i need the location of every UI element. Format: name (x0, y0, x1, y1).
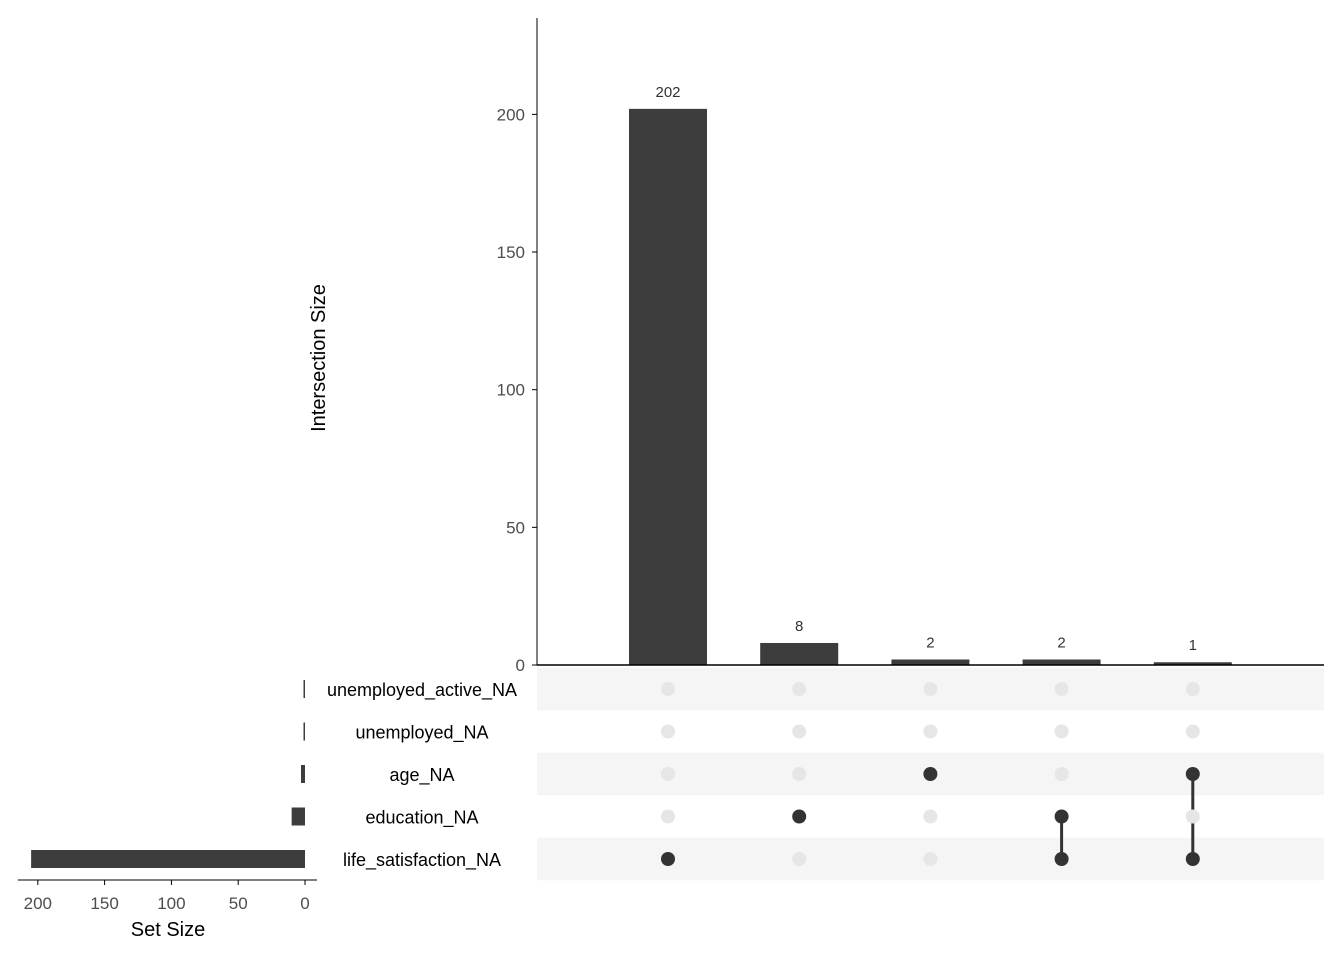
matrix-dot-inactive (1054, 724, 1069, 739)
set-label: age_NA (389, 765, 454, 786)
set-size-x-tick-label: 200 (24, 894, 52, 913)
matrix-dot-inactive (1185, 724, 1200, 739)
set-size-bars (31, 680, 306, 868)
intersection-bar-label: 2 (926, 634, 934, 651)
set-size-bar (303, 722, 305, 741)
set-labels: unemployed_active_NA unemployed_NA age_NAe… (327, 680, 517, 871)
matrix-dot-inactive (661, 724, 675, 739)
intersection-bars: 202 8 2 2 1 (629, 84, 1232, 665)
intersection-y-tick-label: 0 (516, 656, 525, 675)
matrix-dot-inactive (923, 809, 938, 824)
matrix-dot-inactive (792, 767, 807, 781)
set-size-bar (303, 680, 305, 698)
matrix-dot-inactive (792, 724, 807, 739)
set-size-x-tick-label: 100 (157, 894, 185, 913)
intersection-y-axis-title: Intersection Size (308, 284, 330, 432)
matrix-dot-active (1054, 852, 1069, 866)
matrix-dot-inactive (1185, 809, 1200, 824)
intersection-y-tick-label: 50 (506, 518, 525, 537)
intersection-bar-label: 202 (655, 84, 680, 101)
matrix-dot-inactive (661, 767, 675, 781)
set-size-x-tick-label: 0 (300, 894, 309, 913)
matrix-dot-inactive (1054, 682, 1069, 696)
intersection-bar (760, 642, 839, 665)
set-label: unemployed_active_NA (327, 680, 517, 701)
set-label: education_NA (365, 808, 478, 829)
set-size-bar (291, 807, 305, 826)
intersection-bar (629, 108, 707, 665)
intersection-axis: 0 50 100 150 200 Intersection Size (308, 18, 1324, 675)
intersection-bar (891, 659, 970, 665)
set-size-axis: 200 150 100 50 0 Set Size (17, 879, 317, 941)
intersection-bar (1022, 659, 1101, 665)
set-label: life_satisfaction_NA (343, 850, 501, 871)
intersection-bar (1153, 662, 1232, 665)
membership-matrix (661, 682, 1200, 866)
matrix-dot-active (792, 809, 807, 824)
set-size-axis-title: Set Size (131, 919, 205, 941)
matrix-dot-active (1185, 852, 1200, 866)
matrix-dot-inactive (661, 809, 675, 824)
matrix-dot-inactive (923, 852, 938, 866)
set-size-x-tick-label: 150 (90, 894, 118, 913)
intersection-bar-label: 1 (1189, 637, 1197, 654)
set-size-bar (31, 850, 306, 868)
matrix-dot-active (923, 767, 938, 781)
matrix-dot-active (661, 852, 675, 866)
matrix-dot-inactive (923, 724, 938, 739)
matrix-dot-inactive (661, 682, 675, 696)
matrix-dot-inactive (923, 682, 938, 696)
intersection-y-tick-label: 150 (497, 243, 525, 262)
intersection-bar-label: 2 (1057, 634, 1065, 651)
matrix-dot-inactive (1185, 682, 1200, 696)
set-size-bar (300, 765, 305, 783)
set-size-x-tick-label: 50 (229, 894, 248, 913)
matrix-dot-inactive (792, 852, 807, 866)
intersection-y-tick-label: 100 (497, 381, 525, 400)
matrix-dot-inactive (1054, 767, 1069, 781)
matrix-dot-inactive (792, 682, 807, 696)
matrix-dot-active (1054, 809, 1069, 824)
intersection-bar-label: 8 (795, 618, 803, 635)
intersection-y-tick-label: 200 (497, 105, 525, 124)
set-label: unemployed_NA (355, 723, 488, 744)
matrix-dot-active (1185, 767, 1200, 781)
